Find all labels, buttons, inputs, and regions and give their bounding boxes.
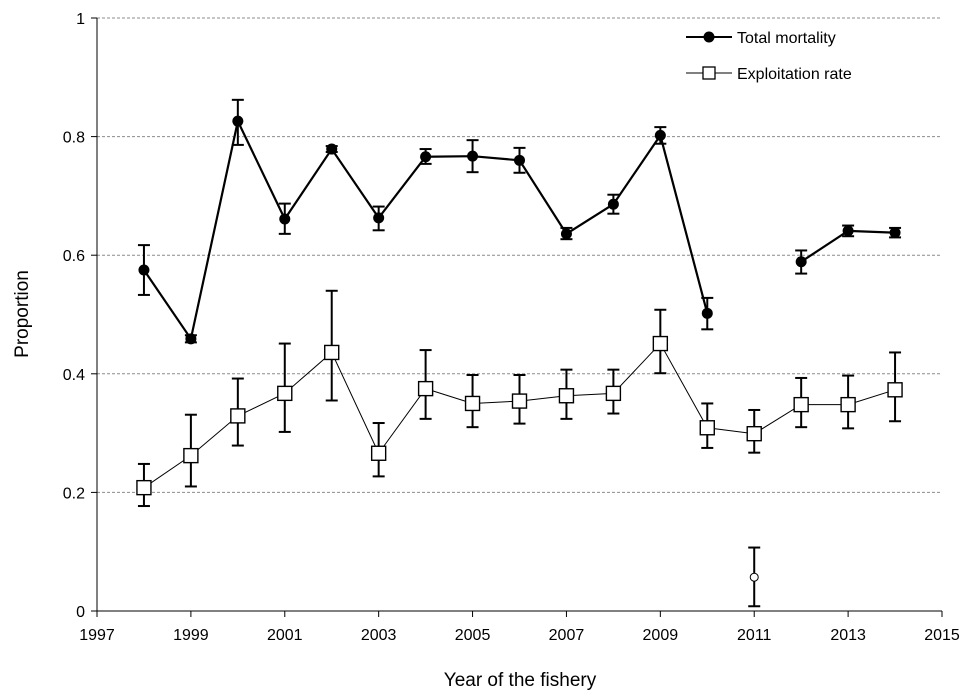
exploitation-rate-point-0-13 [746,425,762,442]
total-mortality-point-0-6 [420,151,432,163]
exploitation-rate-point-0-16 [887,382,903,398]
legend-item-exploitation-rate: Exploitation rate [686,66,852,83]
x-tick-label-8: 2013 [830,627,866,644]
x-tick-label-9: 2015 [924,627,960,644]
exploitation-rate-point-0-12 [699,420,715,436]
total-mortality-point-0-0 [138,264,150,276]
total-mortality-point-0-12 [701,307,713,319]
legend-label-total-mortality: Total mortality [737,30,836,47]
exploitation-rate-point-0-2 [230,408,246,424]
legend-marker-total-mortality [703,31,715,43]
exploitation-rate-point-0-15 [840,396,856,413]
total-mortality-point-0-2 [232,115,244,127]
x-tick-label-2: 2001 [267,627,303,644]
total-mortality-point-0-8 [514,154,525,166]
y-tick-label-0: 0 [76,604,85,621]
series-layer [136,98,903,608]
total-mortality-point-0-10 [607,198,619,210]
series-exploitation-rate [136,289,903,508]
y-axis-title: Proportion [12,270,33,358]
x-tick-label-1: 1999 [173,627,209,644]
exploitation-rate-point-0-8 [511,393,528,409]
extra-point-group-0 [748,546,761,608]
total-mortality-point-1-0 [795,256,807,268]
y-tick-label-5: 1 [76,11,85,28]
y-tick-label-4: 0.8 [63,130,85,147]
x-tick-label-7: 2011 [737,627,772,644]
y-tick-label-3: 0.6 [63,248,85,265]
series-total-mortality [137,98,902,345]
axes [96,18,942,612]
legend-marker-exploitation-rate [702,66,716,80]
exploitation-rate-point-0-10 [605,385,622,402]
exploitation-rate-point-0-7 [464,395,481,412]
total-mortality-point-0-5 [373,212,385,224]
x-tick-label-3: 2003 [361,627,397,644]
legend-label-exploitation-rate: Exploitation rate [737,66,852,83]
exploitation-rate-point-0-14 [793,396,809,413]
extra-point-0 [749,572,759,582]
total-mortality-point-0-9 [560,228,572,240]
exploitation-rate-point-0-6 [417,380,434,397]
total-mortality-point-0-1 [185,333,197,345]
exploitation-rate-point-0-0 [136,479,152,496]
y-tick-label-1: 0.2 [63,485,85,502]
total-mortality-point-0-11 [654,129,666,141]
ticks: 0 0.2 0.4 0.6 0.8 1 1997 1999 2001 2003 2005 2007 20… [63,11,960,644]
total-mortality-point-0-7 [467,150,479,162]
exploitation-rate-point-0-5 [370,445,387,461]
total-mortality-point-0-4 [326,143,338,155]
exploitation-rate-point-0-3 [277,385,293,402]
total-mortality-point-1-2 [889,227,901,239]
total-mortality-point-1-1 [842,225,854,237]
legend: Total mortality Exploitation rate [686,30,852,83]
x-tick-label-4: 2005 [455,627,491,644]
exploitation-rate-point-0-1 [183,447,199,464]
legend-item-total-mortality: Total mortality [686,30,836,47]
exploitation-rate-point-0-9 [558,388,575,404]
x-tick-label-0: 1997 [79,627,115,644]
total-mortality-point-0-3 [279,213,291,225]
x-tick-label-5: 2007 [549,627,585,644]
x-tick-label-6: 2009 [643,627,679,644]
y-tick-label-2: 0.4 [63,367,85,384]
exploitation-rate-point-0-11 [652,335,669,352]
x-axis-title: Year of the fishery [444,670,597,691]
exploitation-rate-point-0-4 [324,344,340,361]
